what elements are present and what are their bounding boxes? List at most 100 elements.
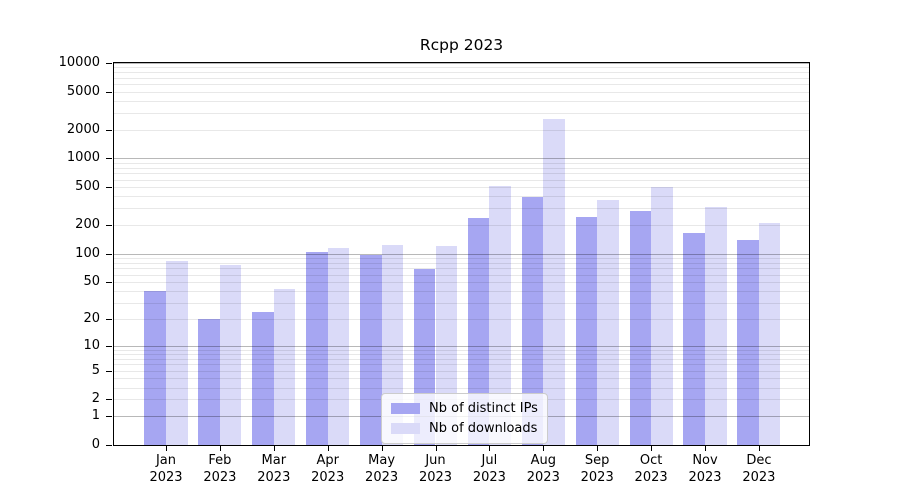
x-tick-mark-jun xyxy=(435,446,437,451)
y-tick-mark-500 xyxy=(106,187,112,189)
gridline-major-10000 xyxy=(114,63,809,64)
gridline-minor-5000 xyxy=(114,91,809,93)
bar-ips-sep xyxy=(575,216,598,445)
legend-label-ips: Nb of distinct IPs xyxy=(429,400,538,416)
x-tick-mark-feb xyxy=(219,446,221,451)
bar-ips-feb xyxy=(198,318,220,445)
y-tick-label-10000: 10000 xyxy=(58,55,100,70)
x-tick-mark-jan xyxy=(166,446,167,451)
y-tick-mark-10 xyxy=(106,345,112,347)
y-tick-label-200: 200 xyxy=(75,217,100,233)
gridline-minor-2000 xyxy=(114,129,809,131)
y-tick-label-20: 20 xyxy=(83,310,100,326)
x-tick-mark-aug xyxy=(543,446,545,451)
gridline-minor-3000 xyxy=(114,112,809,114)
y-tick-mark-200 xyxy=(106,225,112,227)
bar-downloads-oct xyxy=(651,187,673,445)
y-tick-mark-50 xyxy=(106,281,112,283)
bar-downloads-nov xyxy=(705,206,727,445)
x-tick-mark-dec xyxy=(758,446,760,451)
bar-ips-dec xyxy=(737,239,759,445)
x-tick-mark-mar xyxy=(273,446,275,451)
y-tick-label-100: 100 xyxy=(75,245,100,261)
bar-downloads-aug xyxy=(543,118,565,445)
legend-swatch-ips xyxy=(391,402,420,414)
x-tick-mark-may xyxy=(381,446,383,451)
x-tick-mark-nov xyxy=(705,446,706,451)
bar-downloads-sep xyxy=(597,200,619,445)
bar-downloads-apr xyxy=(327,247,350,445)
x-tick-label-may: May 2023 xyxy=(365,453,399,485)
bar-downloads-jan xyxy=(166,260,188,445)
gridline-minor-9000 xyxy=(114,67,809,69)
y-tick-label-2: 2 xyxy=(91,391,100,407)
y-tick-label-2000: 2000 xyxy=(66,121,100,137)
x-tick-label-oct: Oct 2023 xyxy=(634,453,668,485)
x-axis: Jan 2023 Feb 2023 Mar 2023 Apr 2023 May 2023 Jun 20… xyxy=(113,446,810,496)
y-tick-label-1000: 1000 xyxy=(66,150,100,166)
gridline-minor-8000 xyxy=(114,72,809,74)
bar-ips-aug xyxy=(521,197,544,445)
y-tick-mark-10000 xyxy=(106,63,112,64)
gridline-minor-6000 xyxy=(114,84,809,86)
gridline-minor-800 xyxy=(114,167,809,169)
bar-ips-mar xyxy=(252,311,274,445)
x-tick-label-sep: Sep 2023 xyxy=(580,453,614,485)
y-tick-label-0: 0 xyxy=(91,437,100,452)
x-tick-mark-apr xyxy=(327,446,329,451)
bar-ips-may xyxy=(360,254,382,445)
bar-downloads-dec xyxy=(758,223,781,445)
y-tick-label-10: 10 xyxy=(83,337,100,353)
y-tick-mark-5 xyxy=(106,370,112,372)
y-tick-mark-1000 xyxy=(106,158,112,160)
y-tick-mark-5000 xyxy=(106,91,112,93)
bar-ips-oct xyxy=(629,210,652,445)
x-tick-label-jun: Jun 2023 xyxy=(418,453,453,485)
y-tick-label-50: 50 xyxy=(83,273,100,289)
y-tick-label-500: 500 xyxy=(75,179,100,195)
x-tick-label-aug: Aug 2023 xyxy=(526,453,560,485)
y-tick-mark-2000 xyxy=(106,129,112,131)
legend-label-downloads: Nb of downloads xyxy=(429,420,538,436)
bar-ips-jan xyxy=(144,290,166,445)
chart-title: Rcpp 2023 xyxy=(419,36,504,54)
y-axis: 0 1 2 5 10 20 50 100 200 500 1000 2000 5000 10000 xyxy=(0,55,113,452)
gridline-minor-400 xyxy=(114,196,809,198)
bar-downloads-feb xyxy=(219,264,242,445)
y-tick-mark-1 xyxy=(106,416,112,418)
gridline-minor-600 xyxy=(114,179,809,181)
x-tick-mark-sep xyxy=(597,446,599,451)
y-tick-label-5000: 5000 xyxy=(66,83,100,99)
x-tick-label-feb: Feb 2023 xyxy=(203,453,237,485)
bar-downloads-jul xyxy=(489,185,511,445)
bar-ips-jul xyxy=(467,217,490,445)
gridline-minor-700 xyxy=(114,173,809,175)
bar-ips-apr xyxy=(306,251,328,445)
y-tick-label-5: 5 xyxy=(91,362,100,378)
legend-swatch-downloads xyxy=(391,422,420,434)
gridline-minor-7000 xyxy=(114,77,809,79)
x-tick-label-dec: Dec 2023 xyxy=(742,453,776,485)
x-tick-label-apr: Apr 2023 xyxy=(311,453,345,485)
legend: Nb of distinct IPs Nb of downloads xyxy=(381,393,548,444)
gridline-major-1000 xyxy=(114,158,809,160)
x-tick-label-jan: Jan 2023 xyxy=(149,453,183,485)
x-tick-label-mar: Mar 2023 xyxy=(257,453,291,485)
y-tick-mark-100 xyxy=(106,253,112,255)
gridline-minor-900 xyxy=(114,162,809,164)
bar-downloads-mar xyxy=(273,289,296,445)
y-tick-mark-2 xyxy=(106,399,112,401)
legend-item-downloads: Nb of downloads xyxy=(391,418,538,438)
y-tick-mark-0 xyxy=(106,445,112,446)
y-tick-label-1: 1 xyxy=(91,408,100,424)
x-tick-mark-jul xyxy=(489,446,491,451)
x-tick-label-jul: Jul 2023 xyxy=(472,453,506,485)
gridline-minor-500 xyxy=(114,187,809,189)
x-tick-mark-oct xyxy=(651,446,653,451)
gridline-minor-4000 xyxy=(114,100,809,102)
legend-item-distinct-ips: Nb of distinct IPs xyxy=(391,398,538,418)
y-tick-mark-20 xyxy=(106,318,112,320)
plot-area: Nb of distinct IPs Nb of downloads xyxy=(113,62,810,446)
bar-ips-nov xyxy=(683,232,705,445)
